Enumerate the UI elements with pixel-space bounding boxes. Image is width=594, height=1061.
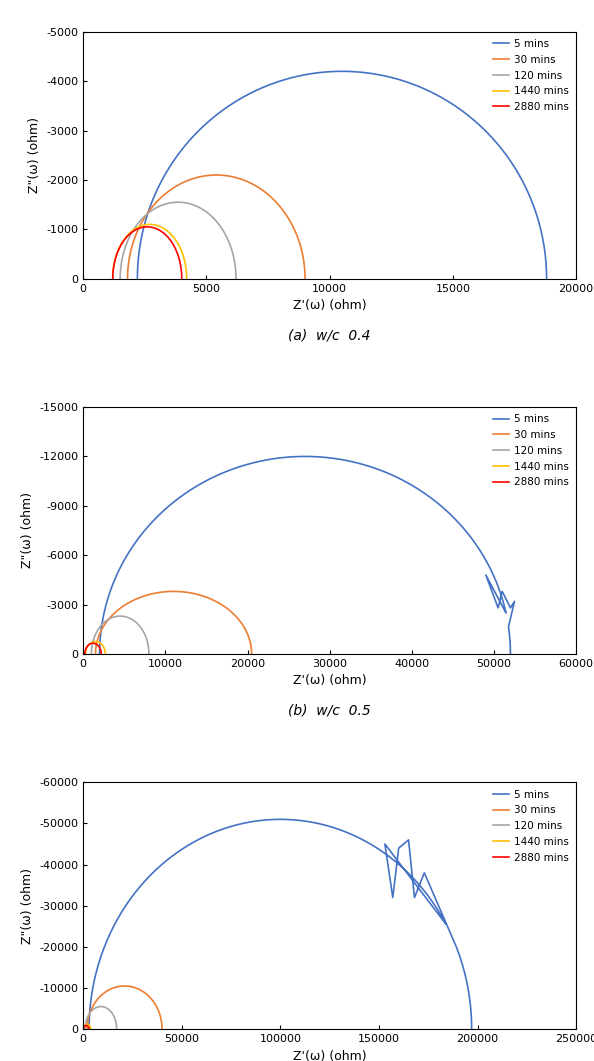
Legend: 5 mins, 30 mins, 120 mins, 1440 mins, 2880 mins: 5 mins, 30 mins, 120 mins, 1440 mins, 28… bbox=[489, 785, 573, 867]
Y-axis label: Z"(ω) (ohm): Z"(ω) (ohm) bbox=[21, 868, 34, 943]
X-axis label: Z'(ω) (ohm): Z'(ω) (ohm) bbox=[293, 675, 366, 688]
Legend: 5 mins, 30 mins, 120 mins, 1440 mins, 2880 mins: 5 mins, 30 mins, 120 mins, 1440 mins, 28… bbox=[489, 35, 573, 117]
Y-axis label: Z"(ω) (ohm): Z"(ω) (ohm) bbox=[27, 118, 40, 193]
Text: (a)  w/c  0.4: (a) w/c 0.4 bbox=[289, 328, 371, 342]
Y-axis label: Z"(ω) (ohm): Z"(ω) (ohm) bbox=[21, 492, 34, 569]
Text: (b)  w/c  0.5: (b) w/c 0.5 bbox=[288, 703, 371, 717]
Legend: 5 mins, 30 mins, 120 mins, 1440 mins, 2880 mins: 5 mins, 30 mins, 120 mins, 1440 mins, 28… bbox=[489, 411, 573, 491]
X-axis label: Z'(ω) (ohm): Z'(ω) (ohm) bbox=[293, 299, 366, 312]
X-axis label: Z'(ω) (ohm): Z'(ω) (ohm) bbox=[293, 1049, 366, 1061]
